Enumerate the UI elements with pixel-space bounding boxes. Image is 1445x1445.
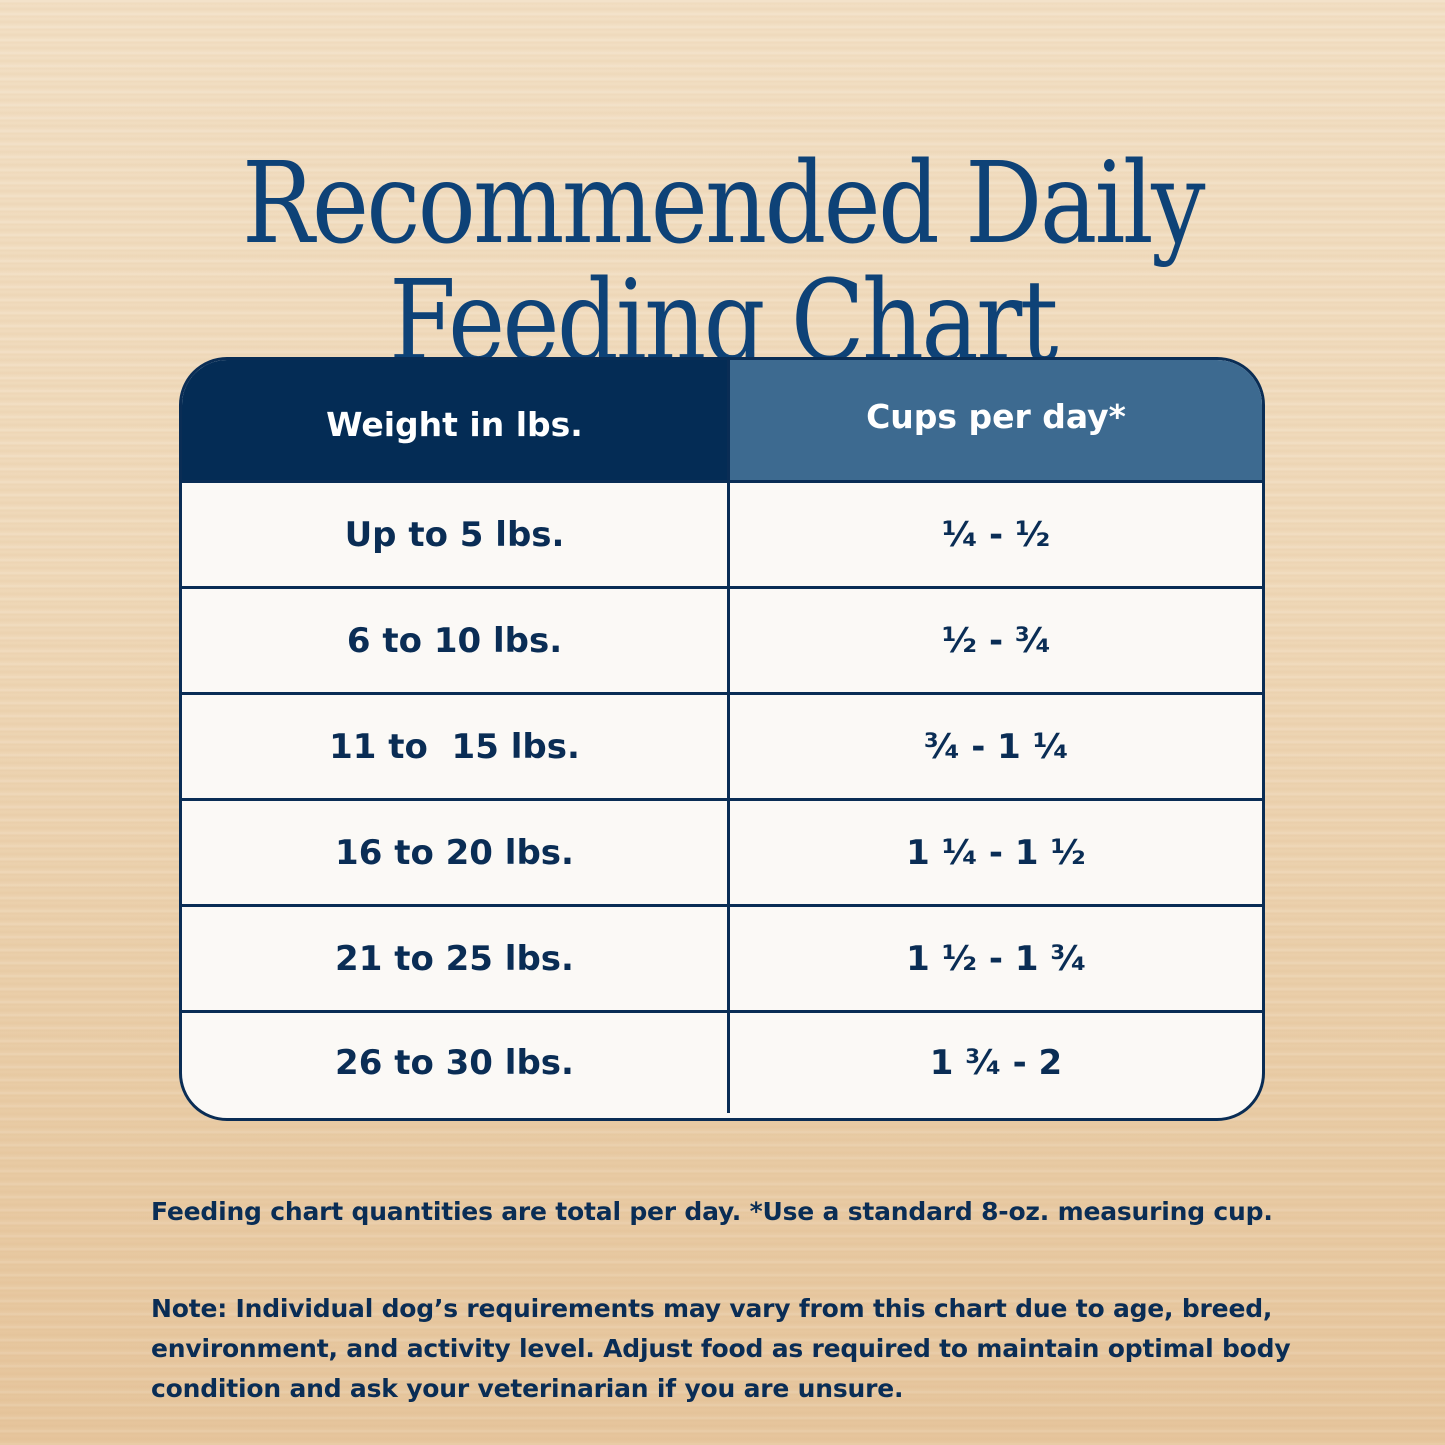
table-row: Up to 5 lbs. ¹⁄₄ - ¹⁄₂ — [182, 483, 1262, 589]
weight-cell: 6 to 10 lbs. — [346, 620, 563, 661]
feeding-chart-table: Weight in lbs. Cups per day* Up to 5 lbs… — [179, 357, 1265, 1121]
weight-cell: Up to 5 lbs. — [344, 514, 565, 555]
cups-cell: 1 ¹⁄₄ - 1 ¹⁄₂ — [727, 801, 1262, 904]
cups-cell: ³⁄₄ - 1 ¹⁄₄ — [727, 695, 1262, 798]
note-paragraph: Note: Individual dog’s requirements may … — [151, 1289, 1331, 1409]
header-weight: Weight in lbs. — [182, 360, 727, 480]
table-row: 21 to 25 lbs. 1 ¹⁄₂ - 1 ³⁄₄ — [182, 907, 1262, 1013]
weight-cell: 16 to 20 lbs. — [335, 832, 574, 873]
cups-cell: ¹⁄₄ - ¹⁄₂ — [727, 483, 1262, 586]
cups-cell: 1 ¹⁄₂ - 1 ³⁄₄ — [727, 907, 1262, 1010]
table-row: 11 to 15 lbs. ³⁄₄ - 1 ¹⁄₄ — [182, 695, 1262, 801]
table-body: Up to 5 lbs. ¹⁄₄ - ¹⁄₂ 6 to 10 lbs. ¹⁄₂ … — [182, 483, 1262, 1113]
title-line-1: Recommended Daily — [242, 139, 1205, 270]
table-row: 6 to 10 lbs. ¹⁄₂ - ³⁄₄ — [182, 589, 1262, 695]
cups-cell: ¹⁄₂ - ³⁄₄ — [727, 589, 1262, 692]
footnote: Feeding chart quantities are total per d… — [151, 1197, 1273, 1226]
header-cups-per-day: Cups per day* — [727, 360, 1262, 480]
weight-cell: 11 to 15 lbs. — [329, 726, 580, 767]
weight-cell: 21 to 25 lbs. — [335, 938, 574, 979]
weight-cell: 26 to 30 lbs. — [335, 1043, 574, 1083]
page-title: Recommended Daily Feeding Chart — [0, 145, 1445, 381]
table-row: 26 to 30 lbs. 1 ³⁄₄ - 2 — [182, 1013, 1262, 1113]
note-text: Individual dog’s requirements may vary f… — [151, 1294, 1291, 1403]
table-header: Weight in lbs. Cups per day* — [182, 360, 1262, 483]
cups-cell: 1 ³⁄₄ - 2 — [727, 1013, 1262, 1113]
note-label: Note: — [151, 1294, 228, 1323]
table-row: 16 to 20 lbs. 1 ¹⁄₄ - 1 ¹⁄₂ — [182, 801, 1262, 907]
